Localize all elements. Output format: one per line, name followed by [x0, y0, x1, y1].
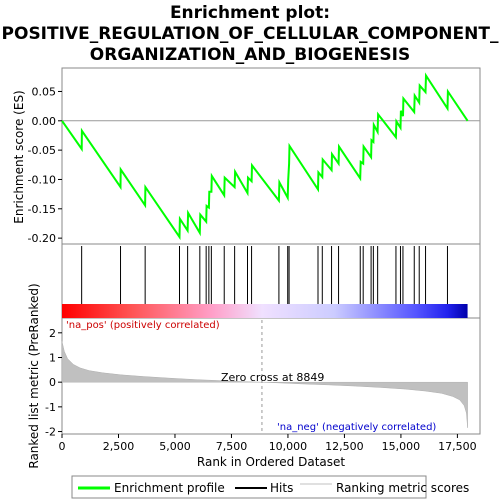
pos-correlated-label: 'na_pos' (positively correlated) [66, 320, 220, 331]
x-tick-label: 0 [59, 440, 66, 453]
x-axis-ticks: 0 2,500 5,000 7,500 10,000 12,500 15,000 17,500 [59, 434, 477, 453]
ranked-tick-label: -2 [45, 426, 56, 439]
x-tick-label: 12,500 [325, 440, 364, 453]
x-tick-label: 2,500 [103, 440, 135, 453]
ranked-tick-label: 2 [49, 327, 56, 340]
es-tick-label: -0.05 [28, 144, 56, 157]
es-y-ticks: 0.05 0.00 -0.05 -0.10 -0.15 -0.20 [28, 85, 62, 245]
chart-title-line-1: Enrichment plot: [170, 3, 330, 23]
ranking-metric-area [61, 320, 468, 434]
es-tick-label: 0.00 [32, 115, 57, 128]
x-tick-label: 17,500 [438, 440, 477, 453]
x-tick-label: 7,500 [216, 440, 248, 453]
zero-cross-label: Zero cross at 8849 [221, 371, 324, 384]
ranked-y-ticks: 2 1 0 -1 -2 [45, 327, 62, 439]
es-panel-frame [61, 67, 481, 245]
ranking-metric-fill [61, 341, 468, 428]
hit-markers [81, 246, 448, 304]
es-tick-label: -0.10 [28, 173, 56, 186]
es-tick-label: -0.20 [28, 232, 56, 245]
es-tick-label: 0.05 [32, 85, 57, 98]
chart-title-line-3: ORGANIZATION_AND_BIOGENESIS [90, 45, 410, 65]
x-tick-label: 10,000 [269, 440, 308, 453]
enrichment-profile-line [61, 72, 469, 241]
legend-label-enrichment: Enrichment profile [114, 481, 225, 495]
legend-label-metric: Ranking metric scores [336, 481, 469, 495]
rank-color-gradient [62, 304, 468, 318]
legend-label-hits: Hits [270, 481, 293, 495]
enrichment-profile-path [61, 72, 469, 241]
chart-title-line-2: POSITIVE_REGULATION_OF_CELLULAR_COMPONEN… [2, 24, 499, 44]
ranked-tick-label: 0 [49, 376, 56, 389]
rank-color-bar [62, 304, 468, 318]
ranked-y-axis-label: Ranked list metric (PreRanked) [27, 283, 41, 468]
es-y-axis-label: Enrichment score (ES) [12, 90, 26, 223]
x-tick-label: 15,000 [382, 440, 421, 453]
es-tick-label: -0.15 [28, 203, 56, 216]
ranked-tick-label: 1 [49, 351, 56, 364]
ranked-tick-label: -1 [45, 401, 56, 414]
x-tick-label: 5,000 [159, 440, 191, 453]
x-axis-label: Rank in Ordered Dataset [197, 455, 345, 469]
neg-correlated-label: 'na_neg' (negatively correlated) [277, 422, 436, 433]
